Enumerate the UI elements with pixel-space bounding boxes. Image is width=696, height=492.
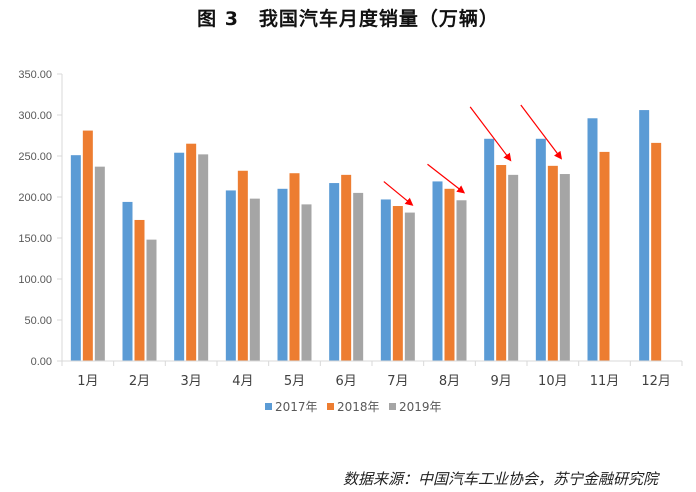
bar-2018-9 — [496, 165, 507, 361]
legend: 2017年 2018年 2019年 — [265, 400, 442, 414]
x-tick-label: 1月 — [77, 374, 98, 389]
x-axis: 1月 2月 3月 4月 5月 6月 7月 8月 9月 10月 11月 12月 — [61, 360, 683, 389]
y-tick-label: 300.00 — [18, 110, 52, 122]
bar-2017-8 — [432, 181, 443, 361]
y-axis: 0.00 50.00 100.00 150.00 200.00 250.00 300.00 3… — [18, 69, 63, 368]
x-tick-label: 2月 — [129, 374, 150, 389]
bar-2017-10 — [535, 138, 546, 361]
chart-title: 图 3 我国汽车月度销量（万辆） — [197, 8, 499, 30]
bar-2018-1 — [82, 130, 93, 361]
bar-2019-8 — [456, 200, 467, 361]
bar-2017-11 — [587, 118, 598, 361]
y-tick-label: 250.00 — [18, 151, 52, 163]
x-tick-label: 5月 — [284, 374, 305, 389]
x-tick-label: 3月 — [181, 374, 202, 389]
y-tick-label: 150.00 — [18, 233, 52, 245]
bar-2019-2 — [146, 239, 157, 361]
bar-2019-3 — [198, 154, 209, 361]
x-tick-label: 10月 — [538, 374, 568, 389]
bar-2017-5 — [277, 188, 288, 361]
annotation-arrow — [520, 104, 563, 160]
bar-2017-2 — [122, 201, 133, 361]
y-tick-label: 50.00 — [24, 315, 52, 327]
bar-2018-12 — [651, 142, 662, 361]
bar-2018-4 — [237, 170, 248, 361]
legend-label-2017: 2017年 — [275, 400, 318, 414]
y-tick-label: 0.00 — [31, 356, 52, 368]
x-tick-label: 8月 — [439, 374, 460, 389]
x-tick-label: 11月 — [590, 374, 620, 389]
source-note: 数据来源：中国汽车工业协会，苏宁金融研究院 — [342, 470, 658, 488]
bar-2017-1 — [70, 155, 81, 361]
bar-2018-6 — [341, 174, 352, 361]
bar-2018-7 — [392, 206, 403, 361]
x-tick-label: 7月 — [387, 374, 408, 389]
annotation-arrow — [469, 106, 512, 162]
bar-2018-5 — [289, 173, 300, 361]
bar-2019-4 — [249, 198, 260, 361]
x-tick-label: 4月 — [232, 374, 253, 389]
bar-2019-1 — [94, 166, 105, 361]
y-tick-label: 200.00 — [18, 192, 52, 204]
bar-2018-8 — [444, 188, 455, 361]
legend-label-2019: 2019年 — [399, 400, 442, 414]
bar-2018-10 — [547, 165, 558, 361]
x-tick-label: 9月 — [491, 374, 512, 389]
y-tick-label: 350.00 — [18, 69, 52, 81]
annotation-arrow — [427, 163, 466, 194]
legend-swatch-2017 — [265, 403, 272, 410]
bar-2017-9 — [484, 138, 495, 361]
annotation-arrows — [383, 104, 563, 206]
bar-2019-5 — [301, 204, 312, 361]
legend-swatch-2018 — [327, 403, 334, 410]
x-tick-label: 12月 — [641, 374, 671, 389]
bar-2019-10 — [559, 174, 570, 361]
bar-2017-7 — [380, 199, 391, 361]
bar-2017-6 — [329, 183, 340, 361]
bar-2019-9 — [508, 174, 519, 361]
bar-2019-6 — [353, 192, 364, 361]
x-tick-label: 6月 — [336, 374, 357, 389]
bar-2017-4 — [225, 190, 236, 361]
bar-2019-7 — [404, 212, 415, 361]
bar-2017-3 — [174, 152, 185, 361]
bar-2017-12 — [639, 110, 650, 361]
bar-2018-2 — [134, 219, 145, 361]
legend-label-2018: 2018年 — [337, 400, 380, 414]
annotation-arrow — [383, 181, 414, 206]
bar-2018-11 — [599, 151, 610, 361]
legend-swatch-2019 — [389, 403, 396, 410]
bar-2018-3 — [186, 143, 197, 361]
bars — [70, 110, 662, 361]
y-tick-label: 100.00 — [18, 274, 52, 286]
